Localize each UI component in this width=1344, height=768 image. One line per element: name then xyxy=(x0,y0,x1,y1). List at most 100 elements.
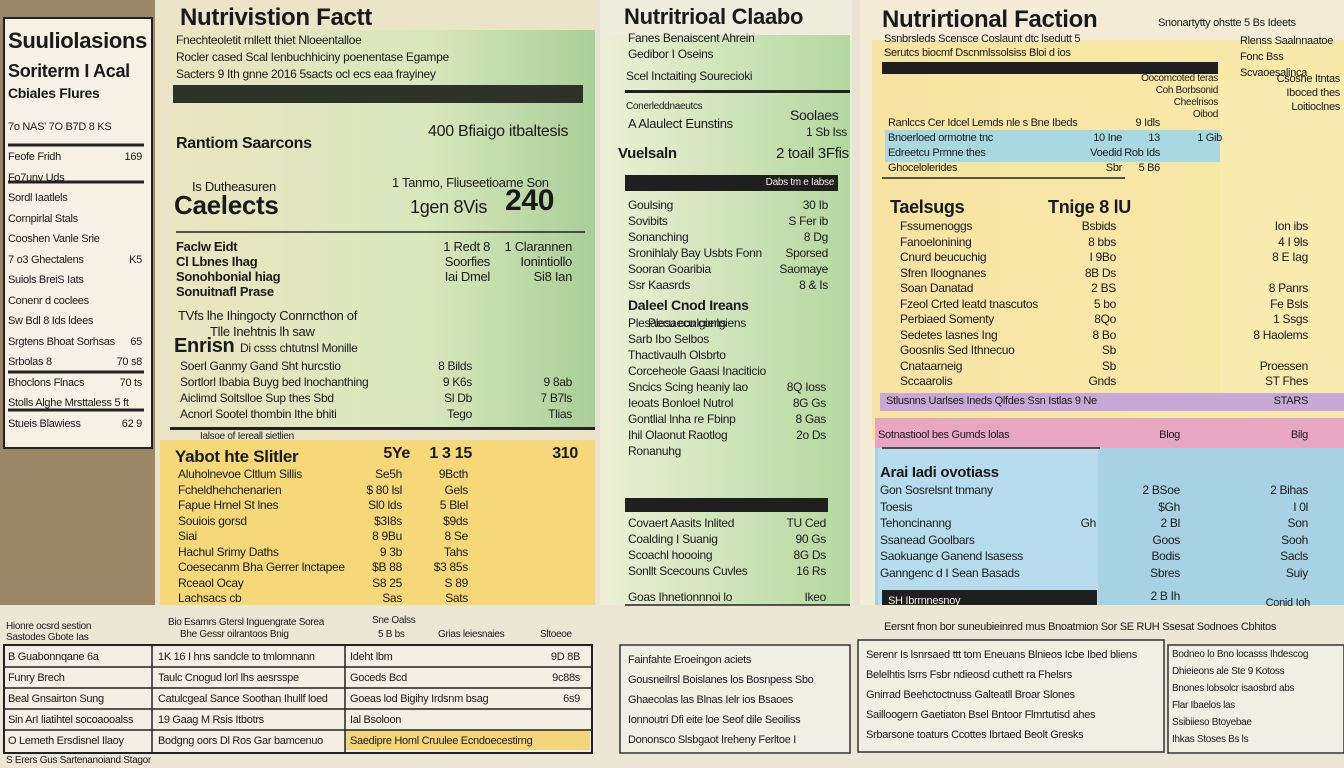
label-text: Dabs tm e Iabse xyxy=(765,177,835,188)
label-text: Sotnastiool bes Gumds lolas xyxy=(878,429,1010,441)
label-text: 1gen 8Vis xyxy=(410,197,488,217)
row-text: Bhoclons Flnacs xyxy=(8,376,85,389)
row-text: 8 E Iag xyxy=(1272,250,1308,264)
row-text: Catulcgeal Sance Soothan Ihullf loed xyxy=(158,693,328,705)
row-text: Lachsacs cb xyxy=(178,591,242,605)
label-text: 5 B bs xyxy=(378,629,405,640)
row-text: Iai Dmel xyxy=(444,269,491,284)
row-text: Gh xyxy=(1080,516,1097,530)
row-text: 8 Se xyxy=(444,529,469,543)
row-text: Sordl Iaatlels xyxy=(8,192,68,204)
row-text: 1 Gib xyxy=(1197,132,1222,144)
row-text: Corceheole Gaasi Inaciticio xyxy=(628,364,766,378)
row-text: 9 8ab xyxy=(543,375,572,389)
row-text: ST Fhes xyxy=(1264,374,1308,388)
label-text: Cheelrisos xyxy=(1173,97,1219,108)
row-text: Ion ibs xyxy=(1274,219,1309,233)
label-text: Eersnt fnon bor suneubieinred mus Bnoatm… xyxy=(884,621,1277,633)
row-text: Saedipre Homl Cruulee Ecndoecestirng xyxy=(350,735,533,747)
label-text: Sastodes Gbote Ias xyxy=(6,632,89,643)
label-text: Ionnoutri Dfi eite loe Seof dile Seoilis… xyxy=(628,714,801,726)
row-text: 2 Bl xyxy=(1160,516,1181,530)
row-text: 9 3b xyxy=(379,544,402,559)
row-text: Sronihlaly Bay Usbts Fonn xyxy=(628,246,762,260)
label-text: 5Ye xyxy=(383,445,410,462)
label-text: 1 3 15 xyxy=(429,445,472,462)
row-text: Coalding I Suanig xyxy=(628,532,718,546)
panel-title: Nutrivistion Factt xyxy=(180,4,372,31)
row-text: Fssumenoggs xyxy=(900,219,973,233)
row-text: Soorfies xyxy=(444,254,491,269)
row-text: 62 9 xyxy=(121,417,143,430)
section-title: Yabot hte Slitler xyxy=(175,447,299,466)
row-text: Sooh xyxy=(1281,532,1308,547)
row-text: Sooran Goaribia xyxy=(628,262,711,276)
row-text: Sb xyxy=(1101,343,1116,357)
row-text: Sporsed xyxy=(785,246,828,260)
row-text: $Gh xyxy=(1158,499,1180,514)
label-text: Sne Oalss xyxy=(372,615,416,626)
label-text: Ikeo xyxy=(804,590,827,604)
label-text: Flar Ibaelos las xyxy=(1172,700,1236,711)
row-text: Stolls Alghe Mrsttaless 5 ft xyxy=(8,397,129,409)
row-text: Sl Db xyxy=(444,391,472,405)
row-text: 8B Ds xyxy=(1084,265,1116,280)
row-text: 19 Gaag M Rsis Itbotrs xyxy=(158,714,264,726)
label-text: Scvaoesalinca xyxy=(1240,67,1308,79)
label-text: Ssibiieso Btoyebae xyxy=(1172,717,1252,728)
label-text: Cbiales Flures xyxy=(8,85,100,101)
row-text: Ganngenc d I Sean Basads xyxy=(880,565,1020,580)
row-text: Saokuange Ganend lsasess xyxy=(880,549,1023,563)
row-text: Perbiaed Somenty xyxy=(900,312,994,326)
label-text: Fonc Bss xyxy=(1240,51,1284,63)
row-text: Fcheldhehchenarien xyxy=(178,482,282,497)
row-text: Son xyxy=(1287,516,1309,530)
row-text: Gon Sosrelsnt tnmany xyxy=(880,483,993,497)
row-text: 2 BS xyxy=(1091,281,1116,295)
row-text: Toesis xyxy=(880,499,913,514)
row-text: 1 Ssgs xyxy=(1273,312,1308,326)
row-text: Sonohbonial hiag xyxy=(176,269,281,284)
row-text: 9 K6s xyxy=(442,375,472,389)
label-text: Stlusnns Uarlses Ineds Qlfdes Ssn Istlas… xyxy=(886,395,1097,407)
label-text: 7o NAS' 7O B7D 8 KS xyxy=(8,121,112,133)
label-text: Sltoeoe xyxy=(540,629,572,640)
row-text: Ronanuhg xyxy=(628,444,681,458)
row-text: Suiy xyxy=(1285,565,1308,580)
row-text: Rceaol Ocay xyxy=(178,575,244,590)
row-text: 1K 16 I hns sandcle to tmlomnann xyxy=(158,651,315,663)
label-text: Plesaecu conlgiens xyxy=(648,316,747,330)
row-text: Goulsing xyxy=(628,198,673,212)
label-text: Bodneo lo Bno locasss Ihdescog xyxy=(1172,649,1309,660)
row-text: Siai xyxy=(178,529,197,543)
row-text: Goosnlis Sed Ithnecuo xyxy=(900,343,1015,357)
row-text: Fo7uny Uds xyxy=(8,171,65,184)
label-text: Serenr Is lsnrsaed ttt tom Eneuans Blnie… xyxy=(866,649,1137,661)
label-text: Gnirrad Beehctoctnuss Galteatll Broar Sl… xyxy=(866,689,1075,701)
label-text: 310 xyxy=(552,445,578,462)
row-text: 1 Redt 8 xyxy=(443,239,490,254)
row-text: Soan Danatad xyxy=(900,281,974,295)
row-text: 8 9Bu xyxy=(372,529,402,543)
row-text: Ssr Kaasrds xyxy=(628,278,691,292)
label-text: Oocomcoted teras xyxy=(1141,73,1218,84)
label-text: Bhe Gessr oilrantoos Bnig xyxy=(180,629,289,640)
row-text: Fzeol Crted leatd tnascutos xyxy=(900,296,1038,311)
row-text: 8 & Is xyxy=(799,278,828,292)
row-text: Souiois gorsd xyxy=(178,513,247,528)
row-text: $3I8s xyxy=(374,513,402,528)
row-text: 16 Rs xyxy=(796,564,826,578)
label-text: Ssnbrsleds Scensce Coslaunt dtc lsedutt … xyxy=(884,33,1081,45)
row-text: 8 Panrs xyxy=(1268,281,1309,295)
row-text: Sacls xyxy=(1280,549,1308,563)
label-text: Coh Borbsonid xyxy=(1155,85,1219,96)
calories-value: 240 xyxy=(505,184,555,217)
row-text: Goos xyxy=(1152,532,1181,547)
row-text: Acnorl Sootel thombin Ithe bhiti xyxy=(180,407,337,421)
row-text: 4 I 9ls xyxy=(1278,234,1308,249)
row-text: Tehoncinanng xyxy=(880,516,952,530)
row-text: Conenr d coclees xyxy=(8,294,89,307)
row-text: TU Ced xyxy=(786,516,826,530)
label-text: Serutcs biocmf Dscnmlssolsiss Bloi d ios xyxy=(884,47,1071,59)
section-title: Enrisn xyxy=(174,335,235,357)
